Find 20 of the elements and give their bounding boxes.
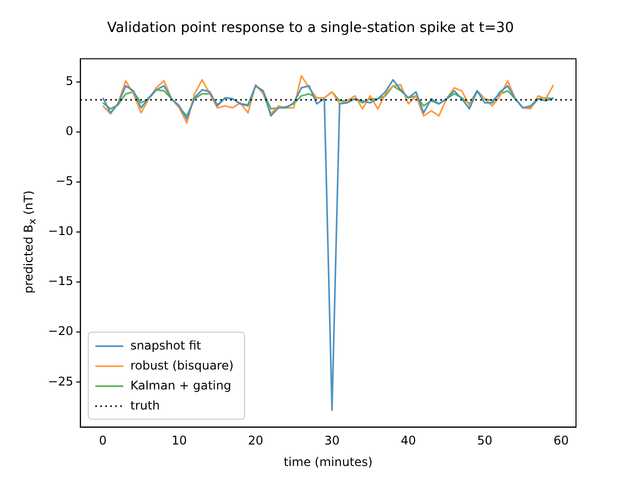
x-axis-title: time (minutes) bbox=[284, 454, 373, 469]
x-tick-label: 30 bbox=[324, 434, 340, 448]
x-tick-label: 0 bbox=[99, 434, 107, 448]
y-tick-label: −15 bbox=[48, 274, 74, 288]
x-tick-label: 50 bbox=[477, 434, 492, 448]
legend-label: Kalman + gating bbox=[130, 378, 232, 392]
y-tick-label: −20 bbox=[48, 324, 74, 338]
chart-title: Validation point response to a single-station spike at t=30 bbox=[107, 20, 514, 36]
y-tick-label: −25 bbox=[48, 374, 74, 388]
legend-label: snapshot fit bbox=[130, 338, 202, 352]
x-tick-label: 10 bbox=[172, 434, 187, 448]
legend-label: truth bbox=[130, 398, 160, 412]
y-tick-label: 0 bbox=[66, 124, 74, 138]
x-tick-label: 60 bbox=[553, 434, 569, 448]
x-tick-label: 40 bbox=[400, 434, 416, 448]
y-tick-label: −10 bbox=[48, 224, 74, 238]
y-tick-label: 5 bbox=[66, 74, 74, 88]
x-tick-label: 20 bbox=[248, 434, 264, 448]
legend-label: robust (bisquare) bbox=[130, 358, 234, 372]
y-tick-label: −5 bbox=[56, 174, 74, 188]
